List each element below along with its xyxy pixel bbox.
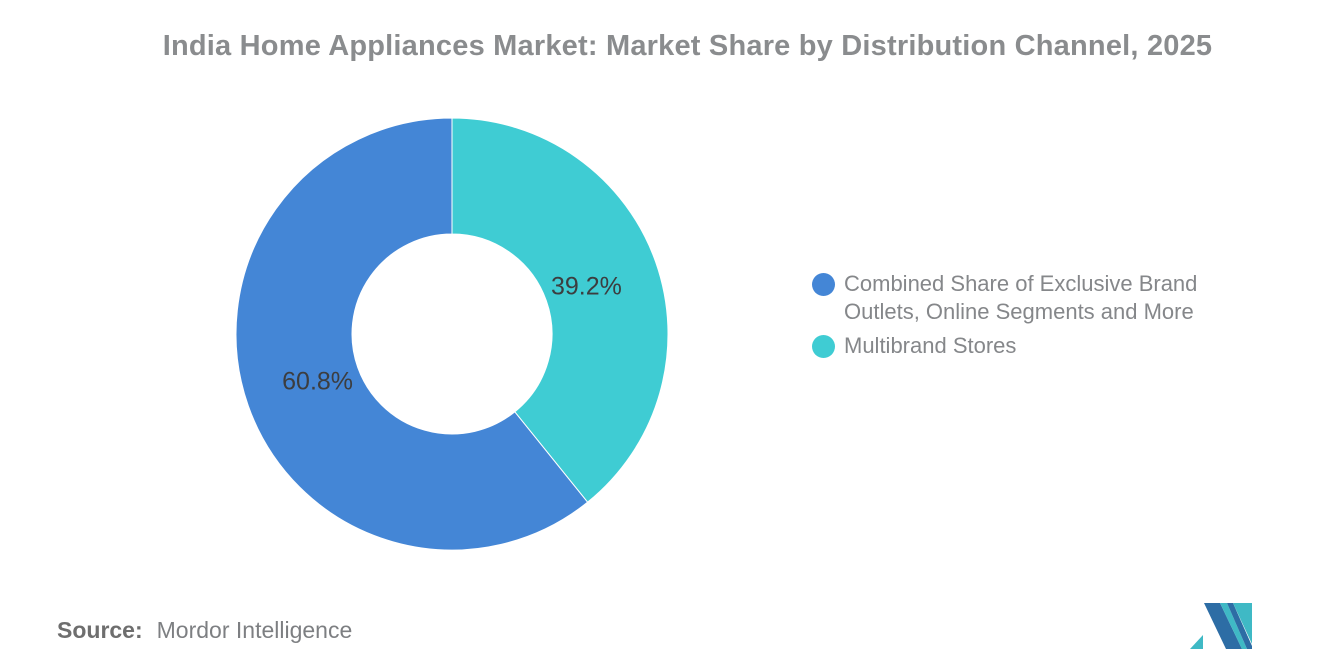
legend-label: Combined Share of Exclusive Brand Outlets…	[844, 271, 1198, 324]
logo-teal-corner	[1190, 635, 1203, 649]
source-label: Source:	[57, 617, 143, 643]
slice-value-label-1: 60.8%	[282, 367, 353, 395]
legend-label: Multibrand Stores	[844, 333, 1017, 358]
logo-blue-band	[1204, 603, 1242, 649]
logo-teal-triangle	[1233, 603, 1252, 644]
legend-dot-icon	[812, 335, 835, 358]
legend-dot-icon	[812, 273, 835, 296]
logo-blue-thin-band	[1227, 603, 1252, 649]
logo-teal-band	[1220, 603, 1247, 649]
chart-title: India Home Appliances Market: Market Sha…	[162, 30, 1213, 62]
legend-item-0: Combined Share of Exclusive Brand Outlets…	[812, 270, 1212, 326]
mordor-intelligence-logo	[1190, 603, 1252, 649]
legend-item-1: Multibrand Stores	[812, 332, 1212, 360]
donut-slice-0	[451, 117, 669, 503]
chart-legend: Combined Share of Exclusive Brand Outlets…	[812, 270, 1212, 360]
source-value: Mordor Intelligence	[156, 617, 353, 643]
slice-value-label-0: 39.2%	[551, 273, 622, 301]
source-row: Source: Mordor Intelligence	[57, 617, 352, 644]
donut-slice-1	[235, 117, 589, 551]
